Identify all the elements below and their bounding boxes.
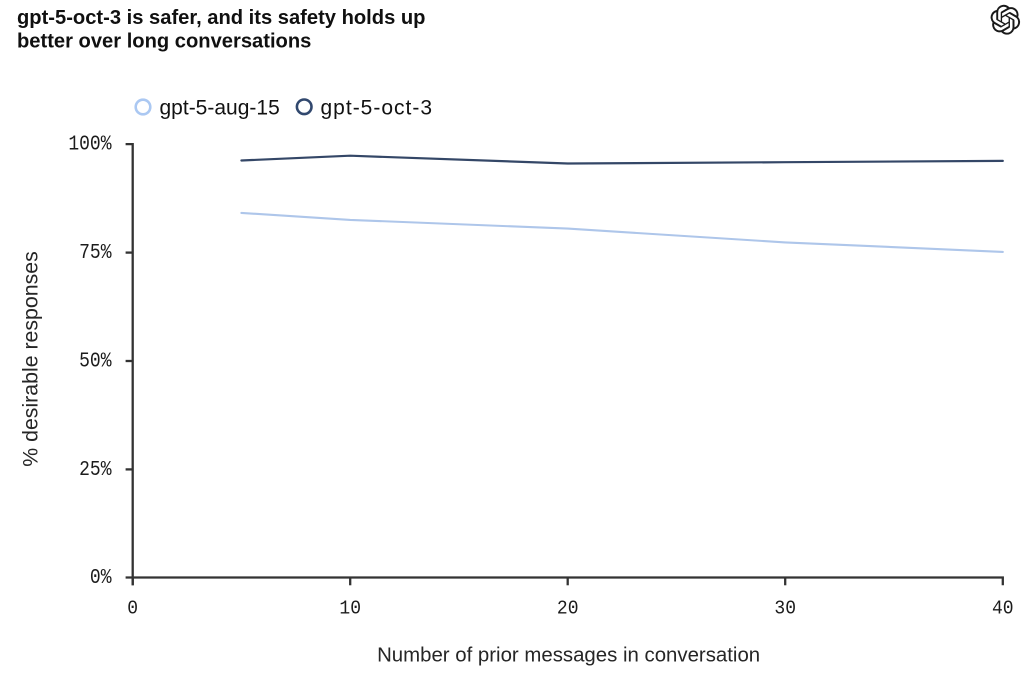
svg-text:0: 0 bbox=[127, 597, 138, 620]
svg-text:100%: 100% bbox=[68, 132, 111, 156]
svg-text:gpt-5-aug-15: gpt-5-aug-15 bbox=[160, 97, 280, 120]
svg-text:75%: 75% bbox=[79, 241, 112, 265]
svg-text:% desirable responses: % desirable responses bbox=[19, 251, 43, 466]
svg-text:25%: 25% bbox=[79, 458, 112, 482]
svg-text:50%: 50% bbox=[79, 349, 112, 373]
svg-text:10: 10 bbox=[339, 597, 361, 620]
svg-text:better over long conversations: better over long conversations bbox=[17, 30, 311, 52]
svg-text:gpt-5-oct-3 is safer, and its: gpt-5-oct-3 is safer, and its safety hol… bbox=[17, 7, 426, 29]
svg-text:20: 20 bbox=[557, 597, 579, 620]
svg-text:Number of prior messages in co: Number of prior messages in conversation bbox=[377, 644, 760, 666]
svg-text:30: 30 bbox=[774, 597, 796, 620]
svg-text:0%: 0% bbox=[90, 566, 112, 590]
svg-text:40: 40 bbox=[992, 597, 1014, 620]
svg-text:gpt-5-oct-3: gpt-5-oct-3 bbox=[321, 97, 434, 120]
